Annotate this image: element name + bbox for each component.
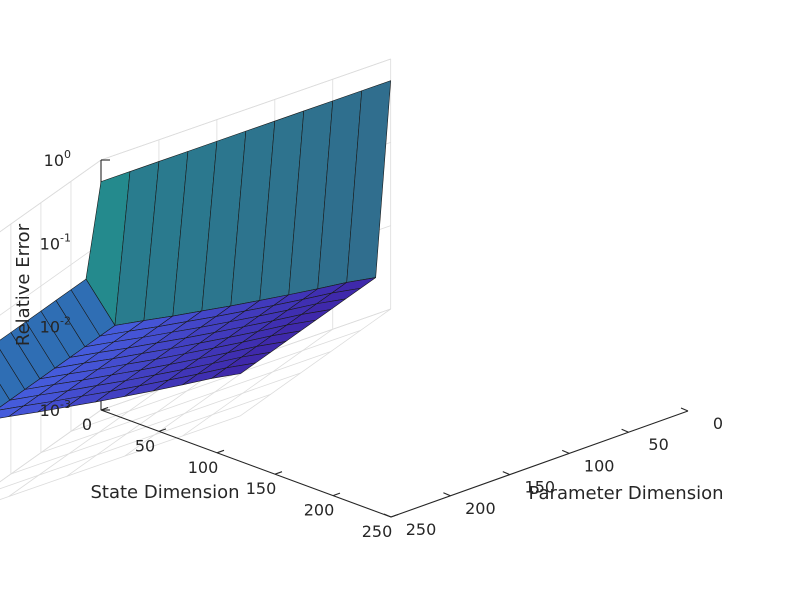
y-tick-mark (502, 471, 511, 476)
x-tick-label: 150 (246, 479, 277, 498)
y-tick-label: 0 (713, 414, 723, 433)
floor-gridline-x (10, 372, 301, 475)
x-axis-line (100, 409, 392, 518)
surface-patch (211, 362, 256, 379)
surface-patch (0, 383, 11, 408)
z-tick-exponent: 0 (64, 148, 71, 161)
z-tick-label: 10-3 (40, 398, 71, 420)
x-tick-mark (216, 449, 225, 454)
x-tick-mark (158, 428, 167, 432)
floor-gridline-x (0, 393, 271, 490)
y-tick-label: 150 (525, 478, 556, 497)
floor-gridline-x (0, 415, 241, 500)
y-tick-mark (680, 407, 689, 412)
y-tick-label: 100 (584, 456, 615, 475)
x-tick-label: 200 (304, 501, 335, 520)
x-tick-mark (332, 492, 341, 497)
floor-gridline-y (8, 389, 160, 497)
z-tick-label: 10-1 (40, 231, 71, 253)
floor-gridline-x (40, 351, 331, 454)
y-tick-label: 50 (648, 435, 668, 454)
y-tick-mark (561, 449, 570, 454)
y-tick-label: 250 (406, 520, 437, 539)
x-axis-title: State Dimension (90, 482, 239, 503)
floor-gridline-y (240, 308, 391, 417)
x-tick-label: 250 (362, 522, 393, 541)
surface-layer (0, 80, 392, 419)
z-tick-exponent: -3 (60, 398, 71, 411)
floor-gridline-y (182, 328, 333, 437)
y-axis-line (390, 410, 689, 518)
x-tick-mark (274, 471, 283, 475)
label-layer: 05010015020025005010015020025010-310-210… (13, 148, 724, 541)
floor-gridline-y (66, 369, 218, 477)
x-tick-label: 0 (82, 415, 92, 434)
y-axis-title: Parameter Dimension (528, 483, 723, 504)
y-tick-mark (383, 513, 392, 518)
floor-gridline-x (70, 329, 361, 432)
y-tick-label: 200 (465, 499, 496, 518)
z-tick-exponent: -2 (60, 315, 71, 328)
z-tick-label: 100 (44, 148, 71, 170)
x-tick-mark (390, 513, 399, 518)
x-tick-label: 100 (188, 458, 219, 477)
x-tick-label: 50 (135, 436, 155, 455)
z-axis-title: Relative Error (13, 223, 34, 346)
y-tick-mark (443, 492, 451, 497)
z-tick-exponent: -1 (60, 231, 71, 244)
y-tick-mark (621, 428, 629, 433)
